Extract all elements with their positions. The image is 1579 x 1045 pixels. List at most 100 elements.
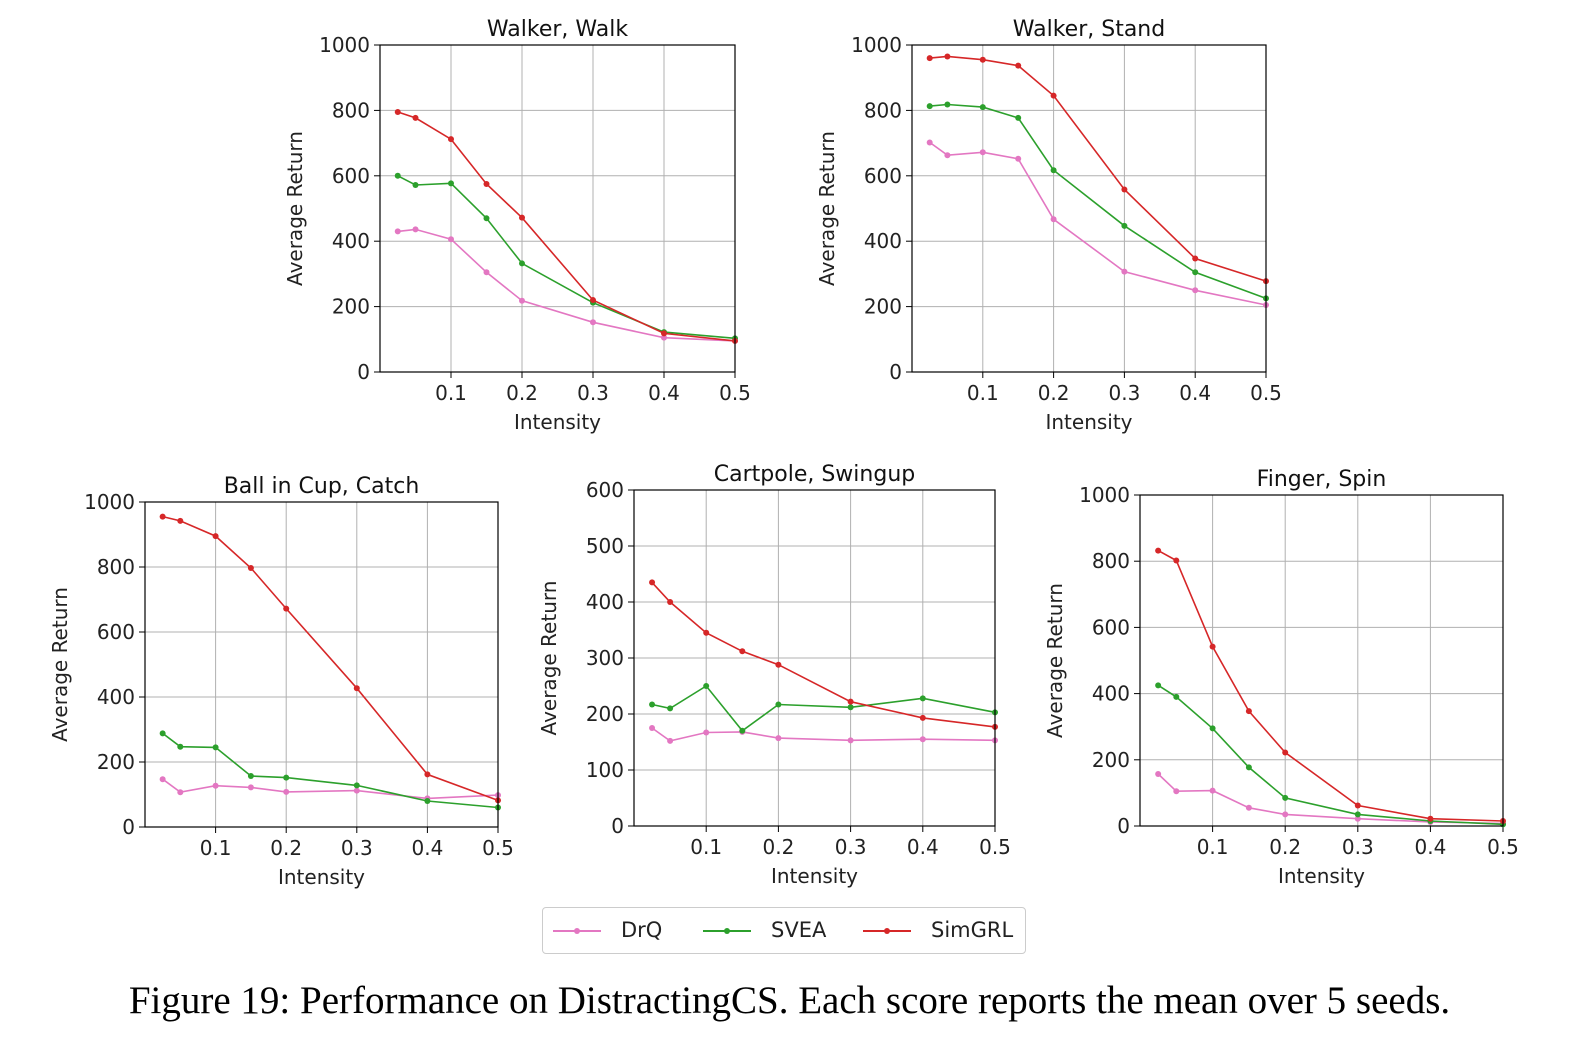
chart-title: Walker, Stand <box>1013 17 1165 42</box>
y-axis-label: Average Return <box>283 131 307 286</box>
legend-label-simgrl: SimGRL <box>931 918 1014 942</box>
chart-panel-4: 0.1 0.2 0.3 0.4 0.5 0 200 400 600 800 1000 Finger, … <box>1043 467 1519 888</box>
x-tick-label: 0.1 <box>690 835 722 859</box>
plot-frame <box>379 44 736 373</box>
data-point-drq <box>519 297 525 304</box>
data-point-simgrl <box>1015 62 1022 69</box>
x-tick-label: 0.2 <box>506 381 538 405</box>
data-point-drq <box>667 737 674 744</box>
y-tick-label: 1000 <box>851 33 902 57</box>
y-tick-label: 600 <box>97 620 135 644</box>
x-tick-label: 0.1 <box>1197 835 1229 859</box>
y-tick-label: 1000 <box>319 33 370 57</box>
plot-frame <box>1139 494 1504 827</box>
data-point-svea <box>919 695 926 702</box>
x-tick-label: 0.5 <box>979 835 1011 859</box>
data-point-svea <box>739 727 746 734</box>
x-tick-label: 0.5 <box>1487 835 1519 859</box>
data-point-simgrl <box>1121 186 1128 193</box>
data-point-simgrl <box>353 685 360 692</box>
data-point-simgrl <box>424 771 431 778</box>
x-tick-label: 0.4 <box>1179 381 1211 405</box>
data-point-svea <box>1282 794 1289 801</box>
x-tick-label: 0.5 <box>719 381 751 405</box>
legend-label-svea: SVEA <box>771 918 827 942</box>
series-line-svea <box>162 732 499 809</box>
data-point-drq <box>1155 771 1162 778</box>
data-point-simgrl <box>247 564 254 571</box>
y-tick-label: 600 <box>864 164 902 188</box>
data-point-drq <box>1282 811 1289 818</box>
data-point-svea <box>649 701 656 708</box>
x-tick-label: 0.4 <box>1414 835 1446 859</box>
data-point-svea <box>703 683 710 689</box>
data-point-drq <box>649 725 656 731</box>
data-point-drq <box>703 729 710 736</box>
data-point-simgrl <box>283 605 290 612</box>
series-line-drq <box>651 727 996 742</box>
data-point-simgrl <box>394 109 401 116</box>
data-point-simgrl <box>519 214 525 221</box>
y-tick-label: 0 <box>1117 814 1130 838</box>
data-point-drq <box>412 226 419 233</box>
data-point-drq <box>1015 155 1022 162</box>
y-tick-label: 400 <box>97 685 135 709</box>
data-point-simgrl <box>412 114 419 121</box>
data-point-simgrl <box>847 698 854 705</box>
data-point-drq <box>1245 804 1252 811</box>
data-point-svea <box>212 744 219 751</box>
data-point-simgrl <box>159 513 166 520</box>
data-point-svea <box>1173 693 1180 700</box>
data-point-svea <box>1155 682 1162 689</box>
data-point-simgrl <box>483 180 490 187</box>
x-tick-label: 0.3 <box>341 836 373 860</box>
data-point-svea <box>1050 167 1057 174</box>
data-point-svea <box>412 181 419 188</box>
data-point-simgrl <box>775 661 782 668</box>
data-point-drq <box>1121 268 1128 275</box>
data-point-svea <box>159 730 166 737</box>
chart-title: Cartpole, Swingup <box>714 462 915 487</box>
y-tick-label: 1000 <box>84 490 135 514</box>
data-point-drq <box>1354 815 1361 822</box>
legend: DrQ SVEA SimGRL <box>542 907 1026 954</box>
data-point-svea <box>1121 222 1128 229</box>
data-point-svea <box>483 215 490 222</box>
y-tick-label: 600 <box>1092 615 1130 639</box>
data-point-simgrl <box>1192 255 1199 262</box>
data-point-drq <box>483 269 490 276</box>
series-line-drq <box>929 141 1267 306</box>
series-line-simgrl <box>1157 549 1504 822</box>
legend-swatch-simgrl <box>863 928 911 934</box>
data-point-drq <box>177 789 184 796</box>
data-point-drq <box>159 776 166 783</box>
data-point-drq <box>394 228 401 235</box>
x-tick-label: 0.1 <box>435 381 467 405</box>
data-point-simgrl <box>590 297 596 304</box>
data-point-simgrl <box>661 330 667 337</box>
x-axis-label: Intensity <box>771 864 858 888</box>
y-tick-label: 200 <box>1092 748 1130 772</box>
y-tick-label: 800 <box>1092 549 1130 573</box>
x-axis-label: Intensity <box>278 865 365 889</box>
data-point-simgrl <box>926 55 933 62</box>
data-point-drq <box>1173 788 1180 795</box>
data-point-simgrl <box>1427 815 1434 822</box>
chart-title: Ball in Cup, Catch <box>224 474 420 499</box>
plot-frame <box>144 501 499 828</box>
y-tick-label: 800 <box>97 555 135 579</box>
y-tick-label: 200 <box>332 295 370 319</box>
data-point-svea <box>353 782 360 789</box>
data-point-drq <box>212 782 219 789</box>
data-point-drq <box>661 334 667 341</box>
y-tick-label: 400 <box>586 590 624 614</box>
x-tick-label: 0.5 <box>1250 381 1282 405</box>
legend-swatch-svea <box>703 928 751 934</box>
data-point-svea <box>775 701 782 708</box>
data-point-simgrl <box>448 136 454 143</box>
x-tick-label: 0.2 <box>1269 835 1301 859</box>
data-point-drq <box>926 139 933 146</box>
data-point-svea <box>1015 114 1022 121</box>
chart-title: Finger, Spin <box>1257 467 1387 492</box>
data-point-drq <box>944 152 951 159</box>
